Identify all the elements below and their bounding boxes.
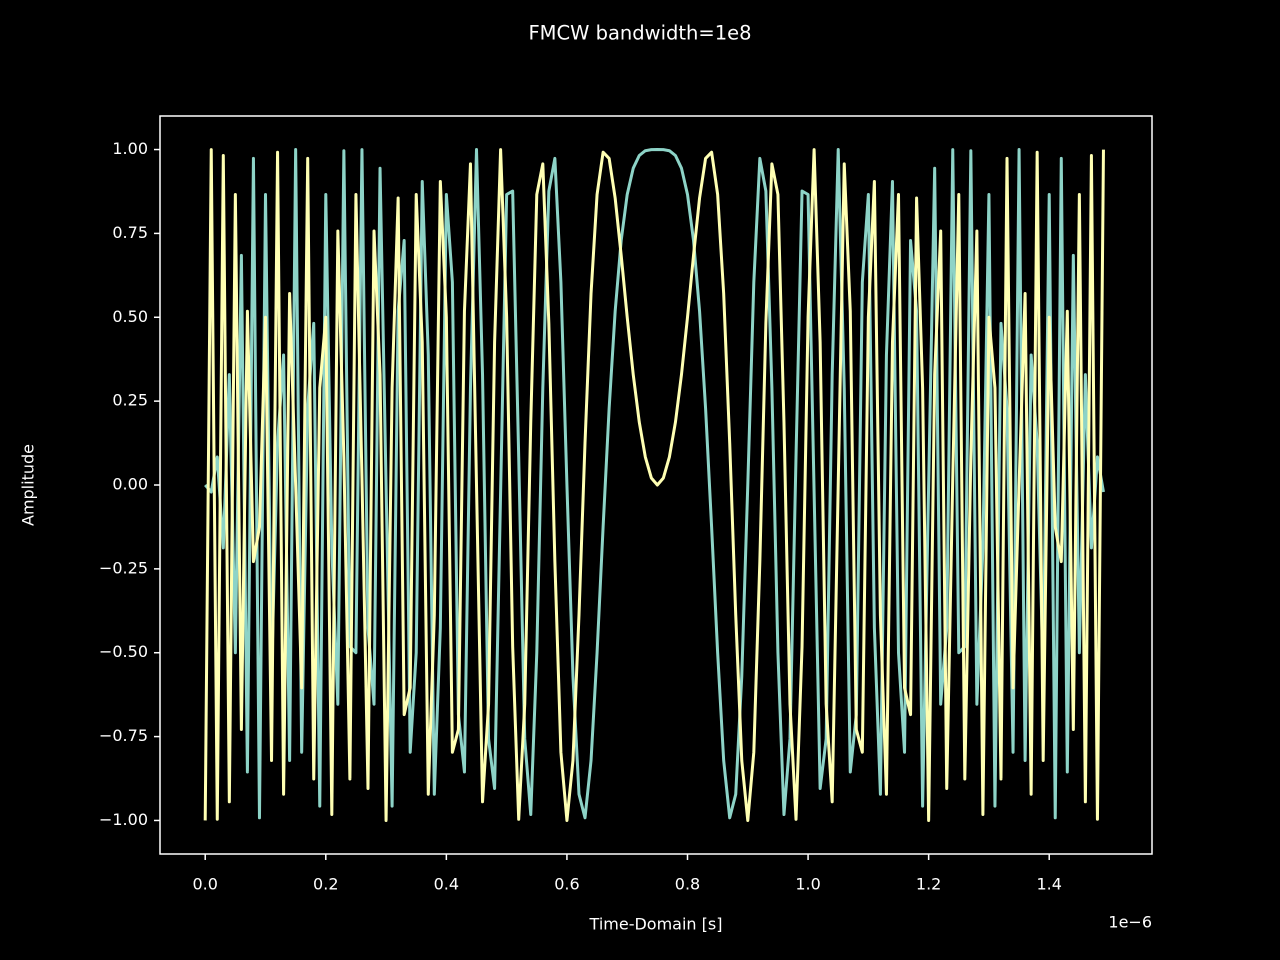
series-line-real (204, 148, 1105, 820)
x-tick-label: 1.0 (795, 875, 820, 894)
x-tick-label: 0.6 (554, 875, 579, 894)
y-tick-label: 0.75 (112, 223, 148, 242)
y-axis-label: Amplitude (19, 444, 38, 526)
y-tick-label: 0.00 (112, 475, 148, 494)
series-layer (203, 148, 1105, 822)
chart-title: FMCW bandwidth=1e8 (528, 22, 751, 45)
series-line-imag (203, 148, 1105, 822)
y-tick-label: −0.50 (99, 642, 148, 661)
x-tick-label: 0.4 (434, 875, 459, 894)
x-tick-label: 0.2 (313, 875, 338, 894)
x-tick-label: 1.2 (916, 875, 941, 894)
y-tick-label: 1.00 (112, 139, 148, 158)
y-tick-label: 0.50 (112, 307, 148, 326)
y-tick-label: −0.75 (99, 726, 148, 745)
x-axis-offset-label: 1e−6 (1108, 913, 1152, 932)
y-tick-label: −0.25 (99, 558, 148, 577)
x-tick-label: 0.8 (675, 875, 700, 894)
y-tick-label: 0.25 (112, 391, 148, 410)
y-axis: 1.00 0.75 0.50 0.25 0.00 −0.25 −0.50 −0.75 −1.00 (99, 139, 160, 829)
x-axis: 0.0 0.2 0.4 0.6 0.8 1.0 1.2 1.4 (192, 854, 1062, 894)
x-axis-label: Time-Domain [s] (589, 915, 723, 934)
x-tick-label: 1.4 (1036, 875, 1061, 894)
y-tick-label: −1.00 (99, 810, 148, 829)
x-tick-label: 0.0 (192, 875, 217, 894)
